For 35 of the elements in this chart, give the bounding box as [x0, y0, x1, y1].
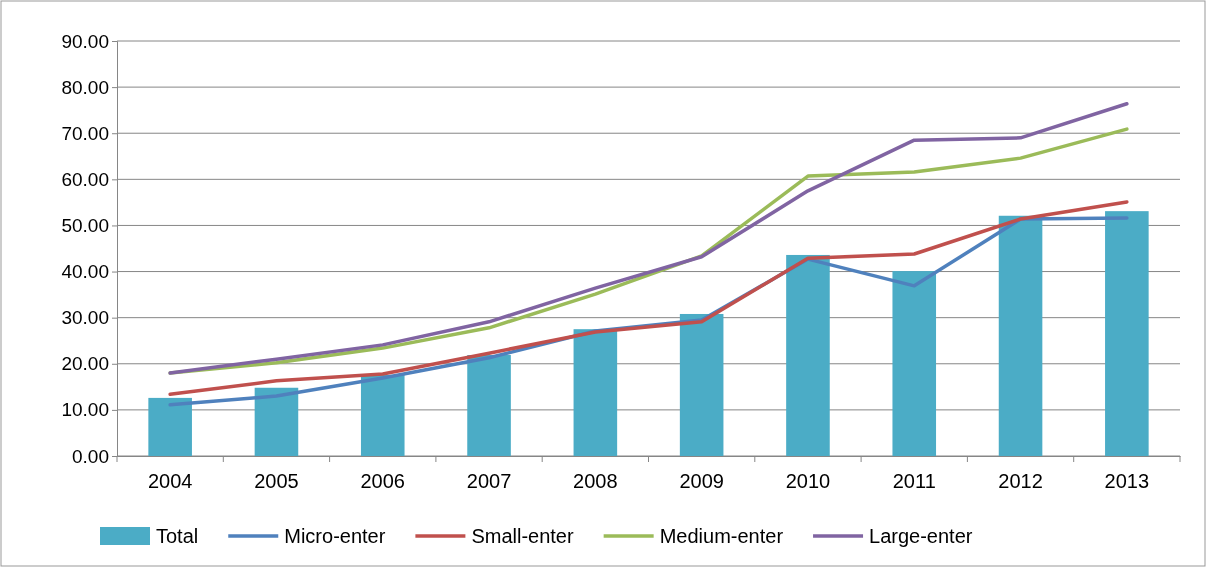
bar	[148, 397, 192, 456]
y-tick-label: 0.00	[72, 445, 109, 467]
x-tick-label: 2010	[785, 470, 831, 493]
legend-label: Large-enter	[869, 525, 973, 547]
y-tick-label: 60.00	[61, 168, 109, 190]
bar	[1105, 211, 1149, 456]
bar	[892, 271, 937, 456]
x-tick-label: 2009	[679, 470, 724, 493]
y-tick-label: 80.00	[61, 76, 109, 98]
bar	[573, 329, 618, 456]
y-tick-label: 40.00	[61, 261, 109, 283]
y-tick-label: 20.00	[61, 353, 109, 375]
bar	[360, 374, 405, 456]
y-tick-label: 50.00	[61, 215, 109, 237]
legend-label: Medium-enter	[659, 525, 784, 547]
legend-label: Micro-enter	[284, 525, 386, 547]
y-tick-label: 70.00	[61, 122, 109, 144]
bar	[679, 313, 724, 456]
y-tick-label: 90.00	[61, 30, 109, 52]
bar	[254, 387, 299, 456]
x-tick-label: 2007	[466, 470, 512, 493]
x-tick-label: 2004	[147, 470, 193, 493]
legend-label: Total	[156, 525, 199, 547]
x-tick-label: 2008	[573, 470, 618, 493]
bar	[786, 254, 830, 456]
x-tick-label: 2012	[998, 470, 1043, 493]
x-tick-label: 2011	[892, 470, 936, 493]
bar	[998, 215, 1043, 456]
x-tick-label: 2005	[254, 470, 299, 493]
legend-label: Small-enter	[471, 525, 574, 547]
y-tick-label: 10.00	[61, 399, 109, 421]
bar	[467, 355, 511, 456]
y-tick-label: 30.00	[61, 307, 109, 329]
x-tick-label: 2006	[360, 470, 405, 493]
x-tick-label: 2013	[1104, 470, 1150, 493]
